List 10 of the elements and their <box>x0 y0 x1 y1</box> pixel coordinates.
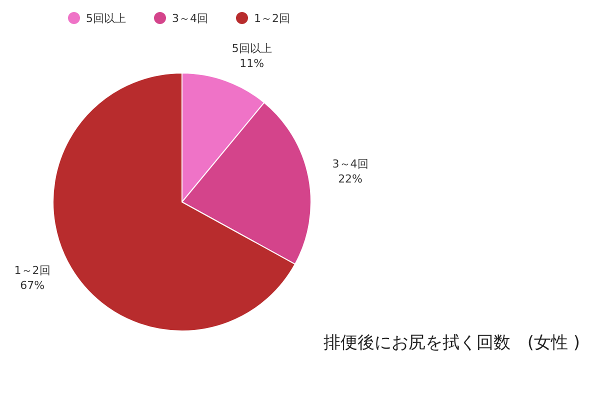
legend-label: 5回以上 <box>86 12 126 25</box>
data-label: 22% <box>338 172 363 186</box>
slice-label: 5回以上 <box>232 42 272 56</box>
slice-label: 1～2回 <box>14 264 50 277</box>
slice-label: 3～4回 <box>332 157 368 170</box>
legend-label: 3～4回 <box>172 12 208 25</box>
data-label: 67% <box>20 278 45 292</box>
data-label: 11% <box>240 57 264 70</box>
legend-label: 1～2回 <box>254 12 290 25</box>
text: 排便後にお尻を拭く回数 (女性 ) <box>323 333 580 353</box>
